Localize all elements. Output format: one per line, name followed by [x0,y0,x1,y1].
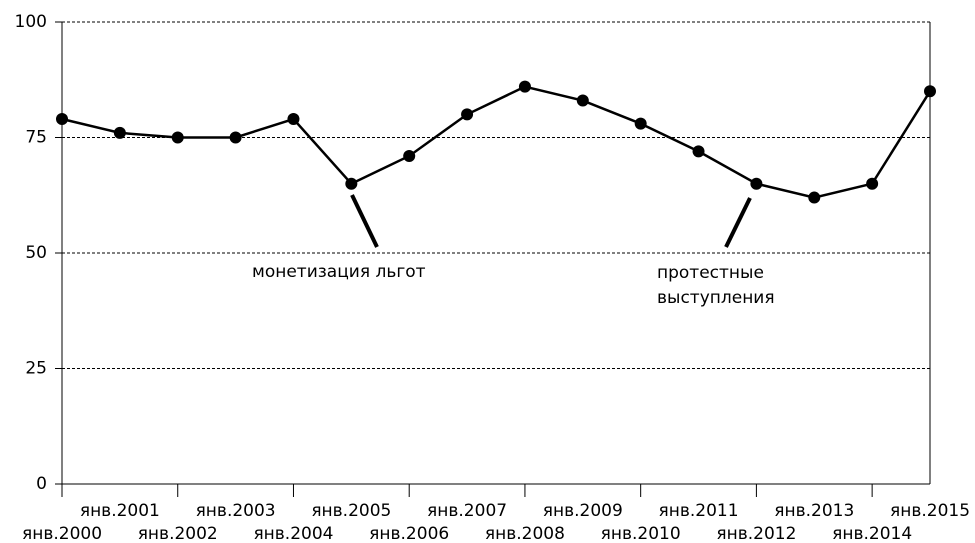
point [866,177,879,190]
x-tick-label: янв.2012 [716,524,796,543]
annotation-pointer [724,197,752,248]
x-tick-label: янв.2015 [890,501,970,521]
x-tick-label: янв.2009 [543,501,623,521]
x-tick-label: янв.2007 [427,501,507,521]
x-tick-label: янв.2002 [138,524,218,543]
point [808,191,821,204]
x-tick-label: янв.2013 [774,501,854,521]
x-tick-label: янв.2003 [196,501,276,521]
x-tick-label: янв.2010 [601,524,681,543]
point [461,108,474,121]
point [634,117,647,130]
annotation: выступления [657,288,775,308]
annotation-pointer [350,194,379,248]
point [113,126,126,139]
annotation: монетизация льгот [252,262,426,282]
x-tick-label: янв.2000 [22,524,102,543]
y-tick-label: 75 [25,128,47,148]
annotation: протестные [657,263,764,283]
point [518,80,531,93]
point [692,145,705,158]
point [403,149,416,162]
point [287,113,300,126]
y-tick-label: 25 [25,359,47,379]
y-tick-label: 0 [36,474,47,494]
x-tick-label: янв.2005 [311,501,391,521]
x-tick-label: янв.2011 [659,501,739,521]
x-tick-label: янв.2001 [80,501,160,521]
x-tick-label: янв.2014 [832,524,912,543]
line [61,85,932,199]
y-tick-label: 50 [25,243,47,263]
point [924,85,936,98]
point [345,177,358,190]
x-tick-label: янв.2008 [485,524,565,543]
point [171,131,184,144]
x-tick-label: янв.2006 [369,524,449,543]
point [576,94,589,107]
x-tick-label: янв.2004 [253,524,333,543]
point [750,177,763,190]
point [56,113,68,126]
y-tick-label: 100 [15,12,47,32]
point [229,131,242,144]
